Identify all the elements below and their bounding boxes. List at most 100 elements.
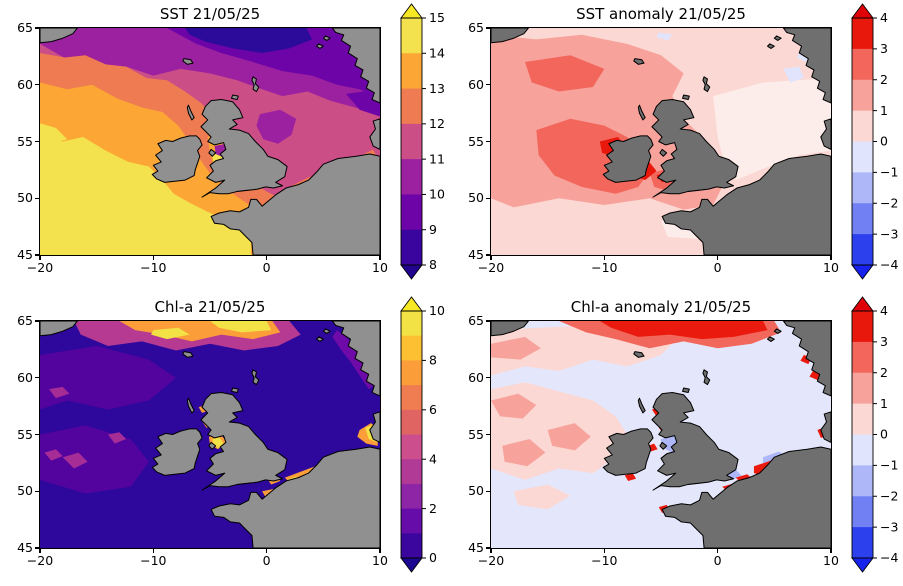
chl-map-plot [39, 320, 381, 549]
x-tick-mark [265, 255, 268, 260]
x-tick-label: 0 [262, 260, 271, 275]
colorbar-tick-label: −1 [880, 458, 898, 473]
y-tick-mark [35, 84, 40, 86]
x-tick-label: 0 [713, 260, 722, 275]
x-tick-label: 10 [823, 260, 839, 275]
panel-title: Chl-a anomaly 21/05/25 [570, 298, 752, 316]
x-tick-mark [490, 255, 492, 260]
x-tick-label: 0 [262, 553, 271, 568]
y-tick-label: 55 [468, 426, 484, 442]
panel-chl-anomaly: Chl-a anomaly 21/05/25 [451, 293, 903, 586]
chl-anomaly-map-plot [490, 320, 832, 549]
x-tick-label: −20 [26, 260, 54, 275]
y-tick-mark [486, 320, 491, 322]
colorbar-arrow-top [400, 296, 423, 312]
y-tick-label: 60 [17, 369, 33, 385]
y-tick-label: 50 [468, 483, 484, 499]
x-tick-label: −10 [140, 260, 167, 275]
colorbar-tick-label: 0 [880, 134, 888, 149]
y-tick-label: 45 [17, 247, 33, 262]
x-tick-label: −10 [591, 553, 618, 568]
x-tick-mark [716, 255, 719, 260]
x-tick-label: −10 [140, 553, 167, 568]
y-tick-label: 50 [17, 483, 33, 499]
sst-map-plot [39, 27, 381, 256]
colorbar-tick-label: 8 [429, 353, 437, 368]
y-tick-mark [35, 377, 40, 379]
sst-anomaly-colorbar: 4 3 2 1 0 −1 −2 −3 −4 [851, 3, 898, 280]
y-tick-mark [486, 254, 491, 256]
y-tick-mark [35, 433, 40, 436]
chl-map [40, 321, 380, 548]
colorbar-tick-label: −1 [880, 165, 898, 180]
y-tick-label: 55 [17, 133, 33, 149]
colorbar-arrow-bottom [851, 264, 874, 280]
chl-colorbar: 10 8 6 4 2 0 [400, 296, 445, 573]
colorbar-tick-label: −2 [880, 488, 898, 503]
x-tick-label: −20 [477, 260, 505, 275]
colorbar-tick-label: 10 [429, 187, 445, 202]
x-tick-mark [265, 548, 268, 553]
x-tick-label: 10 [372, 260, 388, 275]
x-tick-mark [152, 548, 155, 553]
x-tick-label: −10 [591, 260, 618, 275]
chl-anomaly-map [491, 321, 831, 548]
colorbar-tick-label: 3 [880, 41, 888, 56]
colorbar-tick-label: 2 [429, 501, 437, 516]
x-tick-mark [716, 548, 719, 553]
panel-title: SST anomaly 21/05/25 [576, 5, 746, 23]
y-tick-label: 65 [17, 313, 33, 328]
y-tick-mark [486, 377, 491, 379]
y-tick-mark [35, 140, 40, 143]
colorbar-tick-label: 4 [880, 303, 888, 318]
colorbar-tick-label: 11 [429, 151, 445, 166]
panel-sst-anomaly: SST anomaly 21/05/25 [451, 0, 903, 293]
colorbar-tick-label: 13 [429, 81, 445, 96]
colorbar-tick-label: 2 [880, 365, 888, 380]
colorbar-tick-label: 6 [429, 402, 437, 417]
y-tick-label: 45 [468, 540, 484, 555]
x-tick-mark [379, 548, 381, 553]
x-tick-label: 0 [713, 553, 722, 568]
panel-sst: SST 21/05/25 [0, 0, 452, 293]
sst-anomaly-map [491, 28, 831, 255]
colorbar-tick-label: 9 [429, 222, 437, 237]
y-tick-mark [35, 197, 40, 199]
y-tick-label: 60 [468, 76, 484, 92]
colorbar-arrow-bottom [851, 557, 874, 573]
y-tick-label: 45 [17, 540, 33, 555]
x-tick-mark [830, 548, 832, 553]
y-tick-label: 65 [17, 20, 33, 35]
y-tick-label: 60 [17, 76, 33, 92]
y-tick-label: 65 [468, 20, 484, 35]
y-tick-mark [35, 490, 40, 492]
y-tick-mark [35, 27, 40, 29]
colorbar-tick-label: 4 [880, 10, 888, 25]
colorbar-tick-label: 0 [880, 427, 888, 442]
colorbar-tick-label: 14 [429, 45, 445, 60]
colorbar-tick-label: −2 [880, 195, 898, 210]
sst-anomaly-map-plot [490, 27, 832, 256]
x-tick-label: −20 [477, 553, 505, 568]
y-tick-label: 60 [468, 369, 484, 385]
colorbar-arrow-bottom [400, 557, 423, 573]
x-tick-mark [830, 255, 832, 260]
colorbar-tick-label: 1 [880, 103, 888, 118]
x-tick-mark [603, 548, 606, 553]
colorbar-arrow-bottom [400, 264, 423, 280]
sst-colorbar: 15 14 13 12 11 10 9 8 [400, 3, 445, 280]
colorbar-arrow-top [400, 3, 423, 19]
y-tick-mark [35, 320, 40, 322]
colorbar-tick-label: 8 [429, 257, 437, 272]
colorbar-tick-label: 0 [429, 550, 437, 565]
colorbar-tick-label: 10 [429, 303, 445, 318]
y-tick-label: 45 [468, 247, 484, 262]
colorbar-tick-label: 2 [880, 72, 888, 87]
colorbar-tick-label: −4 [880, 550, 898, 565]
x-tick-mark [379, 255, 381, 260]
colorbar-tick-label: 3 [880, 334, 888, 349]
y-tick-mark [486, 27, 491, 29]
y-tick-mark [486, 84, 491, 86]
x-tick-mark [39, 255, 41, 260]
